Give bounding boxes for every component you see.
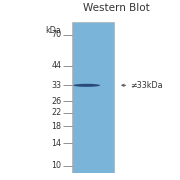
Text: 26: 26 — [51, 97, 61, 106]
Text: kDa: kDa — [45, 26, 61, 35]
Text: 10: 10 — [51, 161, 61, 170]
Bar — [72, 22, 114, 173]
Text: 22: 22 — [51, 108, 61, 117]
Ellipse shape — [73, 84, 100, 87]
Text: ≠33kDa: ≠33kDa — [130, 81, 163, 90]
Text: Western Blot: Western Blot — [83, 3, 150, 13]
Text: 33: 33 — [51, 81, 61, 90]
Text: 70: 70 — [51, 30, 61, 39]
Text: 44: 44 — [51, 61, 61, 70]
Text: 14: 14 — [51, 139, 61, 148]
Text: 18: 18 — [51, 122, 61, 131]
